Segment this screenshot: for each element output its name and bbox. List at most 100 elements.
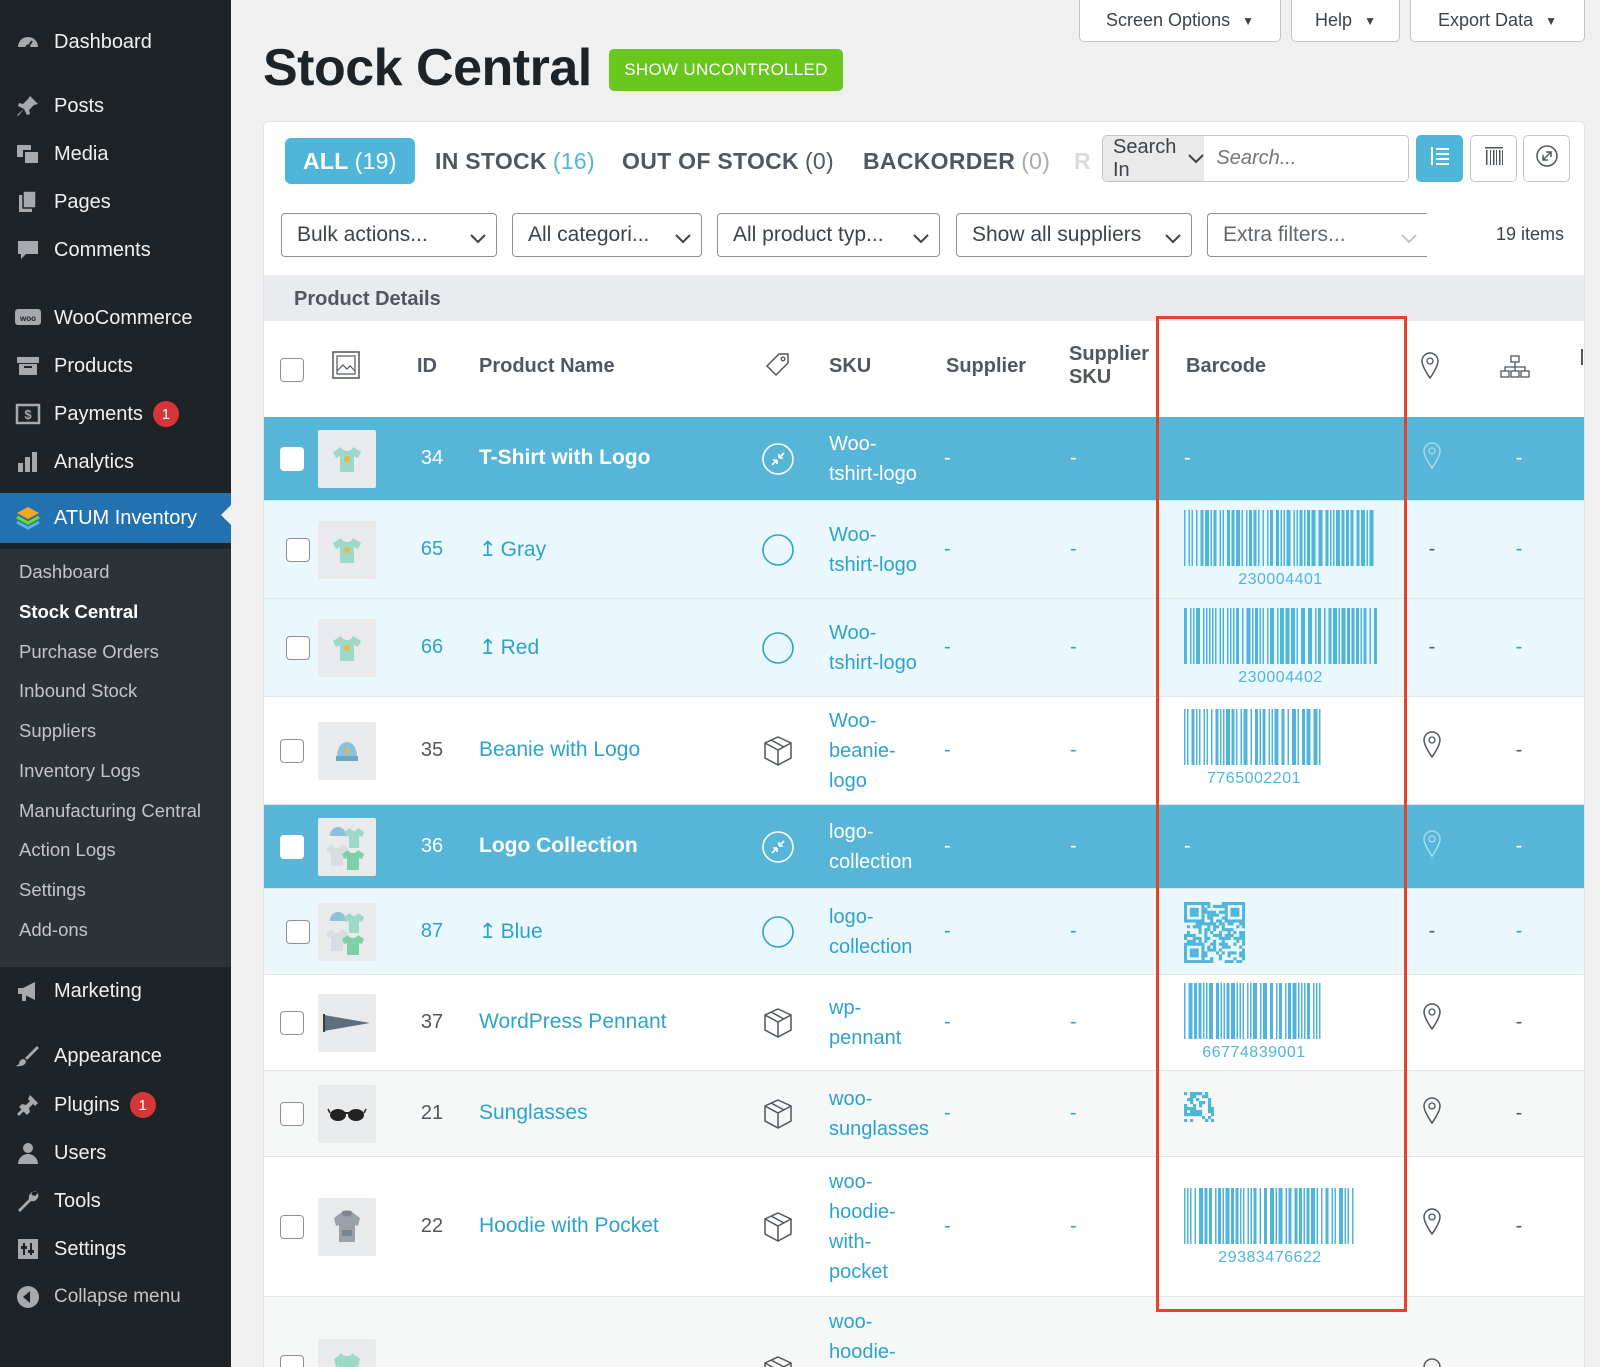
row-checkbox[interactable]	[286, 538, 310, 562]
menu-marketing[interactable]: Marketing	[0, 969, 231, 1013]
column-sku[interactable]: SKU	[829, 355, 872, 377]
submenu-suppliers[interactable]: Suppliers	[19, 720, 97, 741]
row-checkbox[interactable]	[280, 1011, 304, 1035]
column-group-label[interactable]: Product Details	[294, 288, 441, 310]
product-name-link[interactable]: Hoodie with Pocket	[479, 1214, 659, 1237]
search-in-dropdown[interactable]: Search In	[1103, 136, 1205, 181]
product-name-link[interactable]: Sunglasses	[479, 1101, 588, 1124]
location-icon[interactable]	[1417, 441, 1447, 477]
menu-collapse[interactable]: Collapse menu	[0, 1275, 231, 1319]
column-barcode[interactable]: Barcode	[1186, 355, 1267, 377]
table-row[interactable]: 36 Logo Collection logo-collection - - -…	[264, 805, 1584, 889]
location-icon[interactable]	[1417, 1207, 1447, 1243]
table-row[interactable]: woo-hoodie-	[264, 1297, 1584, 1367]
table-row[interactable]: 65 ↥ Gray Woo-tshirt-logo - - 230004401 -…	[264, 501, 1584, 599]
row-checkbox[interactable]	[280, 1355, 304, 1367]
tab-all[interactable]: ALL (19)	[285, 138, 415, 184]
sku-value[interactable]: Woo-tshirt-logo	[829, 429, 944, 489]
sku-value[interactable]: logo-collection	[829, 902, 944, 962]
help-button[interactable]: Help ▼	[1291, 0, 1400, 42]
table-row[interactable]: 21 Sunglasses woo-sunglasses - - -	[264, 1071, 1584, 1157]
location-icon[interactable]	[1417, 1002, 1447, 1038]
list-view-button[interactable]	[1416, 135, 1463, 182]
sku-value[interactable]: Woo-beanie-logo	[829, 706, 944, 796]
product-name-link[interactable]: Logo Collection	[479, 834, 638, 857]
sku-value[interactable]: woo-hoodie-	[829, 1307, 944, 1367]
table-row[interactable]: 87 ↥ Blue logo-collection - - - -	[264, 889, 1584, 975]
row-checkbox[interactable]	[280, 835, 304, 859]
extra-filters-select[interactable]: Extra filters...	[1207, 213, 1427, 257]
fullscreen-button[interactable]	[1523, 135, 1570, 182]
screen-options-button[interactable]: Screen Options ▼	[1079, 0, 1281, 42]
menu-atum-inventory[interactable]: ATUM Inventory	[0, 493, 231, 543]
menu-comments[interactable]: Comments	[0, 228, 231, 272]
table-row[interactable]: 66 ↥ Red Woo-tshirt-logo - - 230004402 - …	[264, 599, 1584, 697]
suppliers-select[interactable]: Show all suppliers	[956, 213, 1192, 257]
menu-plugins[interactable]: Plugins 1	[0, 1083, 231, 1127]
menu-products[interactable]: Products	[0, 344, 231, 388]
product-name-link[interactable]: ↥ Blue	[479, 919, 543, 944]
row-checkbox[interactable]	[286, 920, 310, 944]
sku-value[interactable]: woo-sunglasses	[829, 1084, 954, 1144]
location-icon[interactable]	[1417, 730, 1447, 766]
sku-value[interactable]: Woo-tshirt-logo	[829, 618, 944, 678]
menu-woocommerce[interactable]: woo WooCommerce	[0, 296, 231, 340]
tab-truncated[interactable]: R	[1074, 138, 1091, 184]
submenu-add-ons[interactable]: Add-ons	[19, 919, 88, 940]
row-checkbox[interactable]	[280, 739, 304, 763]
column-id[interactable]: ID	[417, 355, 437, 377]
menu-media[interactable]: Media	[0, 132, 231, 176]
product-name-link[interactable]: ↥ Gray	[479, 537, 546, 562]
row-checkbox[interactable]	[280, 447, 304, 471]
product-name-link[interactable]: ↥ Red	[479, 635, 539, 660]
column-supplier[interactable]: Supplier	[946, 355, 1027, 377]
sku-value[interactable]: woo-hoodie-with-pocket	[829, 1167, 944, 1287]
location-icon[interactable]	[1417, 829, 1447, 865]
submenu-purchase-orders[interactable]: Purchase Orders	[19, 641, 159, 662]
table-row[interactable]: 37 WordPress Pennant wp-pennant - - 6677…	[264, 975, 1584, 1071]
menu-dashboard[interactable]: Dashboard	[0, 20, 231, 64]
menu-appearance[interactable]: Appearance	[0, 1034, 231, 1078]
product-name-link[interactable]: WordPress Pennant	[479, 1010, 667, 1033]
column-product-name[interactable]: Product Name	[479, 355, 615, 377]
menu-settings[interactable]: Settings	[0, 1227, 231, 1271]
submenu-inventory-logs[interactable]: Inventory Logs	[19, 760, 141, 781]
column-supplier-sku[interactable]: Supplier SKU	[1069, 343, 1149, 389]
search-input[interactable]	[1204, 136, 1408, 181]
submenu-settings[interactable]: Settings	[19, 879, 86, 900]
tab-out-of-stock[interactable]: OUT OF STOCK (0)	[622, 138, 834, 184]
bulk-actions-select[interactable]: Bulk actions...	[281, 213, 497, 257]
tab-in-stock[interactable]: IN STOCK (16)	[435, 138, 595, 184]
submenu-dashboard[interactable]: Dashboard	[19, 561, 110, 582]
submenu-manufacturing-central[interactable]: Manufacturing Central	[19, 800, 202, 821]
tab-backorder[interactable]: BACKORDER (0)	[863, 138, 1050, 184]
product-name-link[interactable]: Beanie with Logo	[479, 738, 641, 761]
sku-value[interactable]: wp-pennant	[829, 993, 944, 1053]
row-checkbox[interactable]	[286, 636, 310, 660]
submenu-action-logs[interactable]: Action Logs	[19, 839, 116, 860]
menu-analytics[interactable]: Analytics	[0, 440, 231, 484]
select-all-checkbox[interactable]	[280, 358, 304, 382]
menu-posts[interactable]: Posts	[0, 84, 231, 128]
table-row[interactable]: 34 T-Shirt with Logo Woo-tshirt-logo - -…	[264, 417, 1584, 501]
barcode-view-button[interactable]	[1470, 135, 1517, 182]
table-row[interactable]: 35 Beanie with Logo Woo-beanie-logo - - …	[264, 697, 1584, 805]
product-types-select[interactable]: All product typ...	[717, 213, 940, 257]
export-data-button[interactable]: Export Data ▼	[1410, 0, 1585, 42]
show-uncontrolled-button[interactable]: SHOW UNCONTROLLED	[609, 49, 843, 91]
sku-value[interactable]: Woo-tshirt-logo	[829, 520, 944, 580]
submenu-stock-central[interactable]: Stock Central	[19, 601, 139, 622]
menu-payments[interactable]: $ Payments 1	[0, 392, 231, 436]
row-checkbox[interactable]	[280, 1215, 304, 1239]
submenu-inbound-stock[interactable]: Inbound Stock	[19, 680, 138, 701]
product-name-link[interactable]: T-Shirt with Logo	[479, 446, 651, 469]
menu-users[interactable]: Users	[0, 1131, 231, 1175]
table-row[interactable]: 22 Hoodie with Pocket woo-hoodie-with-po…	[264, 1157, 1584, 1297]
location-icon[interactable]	[1417, 1096, 1447, 1132]
categories-select[interactable]: All categori...	[512, 213, 702, 257]
sku-value[interactable]: logo-collection	[829, 817, 944, 877]
location-icon[interactable]	[1417, 1357, 1447, 1367]
row-checkbox[interactable]	[280, 1102, 304, 1126]
menu-tools[interactable]: Tools	[0, 1179, 231, 1223]
menu-pages[interactable]: Pages	[0, 180, 231, 224]
